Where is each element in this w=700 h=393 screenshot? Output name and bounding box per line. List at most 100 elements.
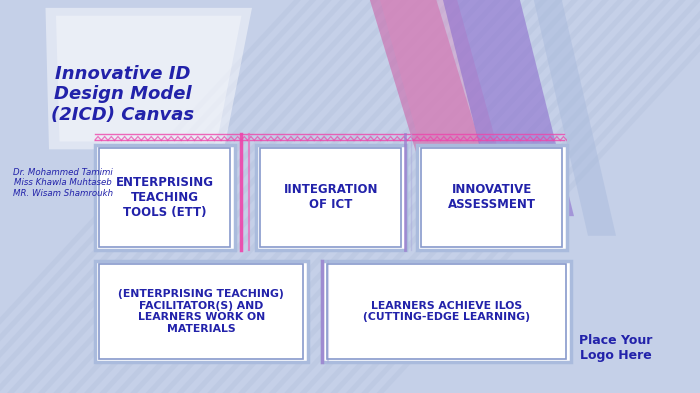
Polygon shape <box>461 136 468 141</box>
Polygon shape <box>38 0 409 393</box>
Polygon shape <box>269 0 640 393</box>
Text: IINTEGRATION
OF ICT: IINTEGRATION OF ICT <box>284 184 378 211</box>
Polygon shape <box>181 136 188 141</box>
Polygon shape <box>53 0 424 393</box>
FancyBboxPatch shape <box>94 145 234 250</box>
Text: Dr. Mohammed Tamimi
Miss Khawla Muhtaseb
MR. Wisam Shamroukh: Dr. Mohammed Tamimi Miss Khawla Muhtaseb… <box>13 168 113 198</box>
Polygon shape <box>274 136 281 141</box>
FancyBboxPatch shape <box>94 261 308 362</box>
Polygon shape <box>253 0 624 393</box>
Polygon shape <box>168 136 175 141</box>
Polygon shape <box>301 136 307 141</box>
Polygon shape <box>248 136 255 141</box>
Polygon shape <box>547 136 554 141</box>
Text: LEARNERS ACHIEVE ILOS
(CUTTING-EDGE LEARNING): LEARNERS ACHIEVE ILOS (CUTTING-EDGE LEAR… <box>363 301 530 322</box>
Polygon shape <box>0 0 301 393</box>
FancyBboxPatch shape <box>416 145 567 250</box>
Polygon shape <box>84 0 455 393</box>
Polygon shape <box>560 136 567 141</box>
Text: (ENTERPRISING TEACHING)
FACILITATOR(S) AND
LEARNERS WORK ON
MATERIALS: (ENTERPRISING TEACHING) FACILITATOR(S) A… <box>118 289 284 334</box>
Polygon shape <box>454 136 461 141</box>
Polygon shape <box>300 0 671 393</box>
Polygon shape <box>553 136 560 141</box>
Polygon shape <box>192 0 563 393</box>
Polygon shape <box>507 136 514 141</box>
Polygon shape <box>56 16 241 141</box>
Polygon shape <box>414 136 421 141</box>
Polygon shape <box>241 136 248 141</box>
Polygon shape <box>532 0 616 236</box>
Polygon shape <box>487 136 494 141</box>
Polygon shape <box>0 0 363 393</box>
Polygon shape <box>207 136 214 141</box>
Polygon shape <box>0 0 347 393</box>
Polygon shape <box>46 8 252 149</box>
Polygon shape <box>234 136 241 141</box>
Polygon shape <box>108 136 115 141</box>
Polygon shape <box>321 136 328 141</box>
Polygon shape <box>393 136 400 141</box>
Polygon shape <box>526 136 533 141</box>
Polygon shape <box>334 136 341 141</box>
Polygon shape <box>0 0 332 393</box>
Polygon shape <box>238 0 609 393</box>
Polygon shape <box>427 136 434 141</box>
Polygon shape <box>441 0 574 216</box>
Polygon shape <box>314 136 321 141</box>
Text: ENTERPRISING
TEACHING
TOOLS (ETT): ENTERPRISING TEACHING TOOLS (ETT) <box>116 176 214 219</box>
Polygon shape <box>201 136 208 141</box>
Polygon shape <box>102 136 108 141</box>
Polygon shape <box>514 136 521 141</box>
Polygon shape <box>387 136 394 141</box>
Polygon shape <box>328 136 335 141</box>
Polygon shape <box>228 136 234 141</box>
Polygon shape <box>346 0 700 393</box>
Polygon shape <box>22 0 393 393</box>
Polygon shape <box>141 136 148 141</box>
Polygon shape <box>0 0 316 393</box>
Polygon shape <box>188 136 195 141</box>
Polygon shape <box>315 0 686 393</box>
Text: Place Your
Logo Here: Place Your Logo Here <box>580 334 652 362</box>
Polygon shape <box>330 0 700 393</box>
Polygon shape <box>500 136 507 141</box>
Polygon shape <box>99 0 470 393</box>
Polygon shape <box>94 136 101 141</box>
Text: Innovative ID
Design Model
(2ICD) Canvas: Innovative ID Design Model (2ICD) Canvas <box>51 64 194 124</box>
Polygon shape <box>260 136 267 141</box>
FancyBboxPatch shape <box>322 261 570 362</box>
Polygon shape <box>154 136 161 141</box>
Polygon shape <box>214 136 221 141</box>
Polygon shape <box>69 0 440 393</box>
Polygon shape <box>287 136 294 141</box>
Polygon shape <box>494 136 500 141</box>
Polygon shape <box>540 136 547 141</box>
Polygon shape <box>194 136 202 141</box>
Polygon shape <box>520 136 527 141</box>
Polygon shape <box>447 136 454 141</box>
Polygon shape <box>223 0 594 393</box>
Polygon shape <box>433 136 441 141</box>
Polygon shape <box>440 136 447 141</box>
Polygon shape <box>360 136 368 141</box>
Polygon shape <box>420 136 427 141</box>
Polygon shape <box>221 136 228 141</box>
Polygon shape <box>480 136 487 141</box>
Polygon shape <box>121 136 128 141</box>
Polygon shape <box>267 136 274 141</box>
Polygon shape <box>377 0 700 393</box>
Polygon shape <box>148 136 155 141</box>
Polygon shape <box>161 136 168 141</box>
Polygon shape <box>341 136 347 141</box>
Polygon shape <box>354 136 361 141</box>
Polygon shape <box>374 136 381 141</box>
Polygon shape <box>378 0 511 196</box>
Polygon shape <box>134 136 141 141</box>
Polygon shape <box>533 136 540 141</box>
Polygon shape <box>381 136 388 141</box>
Polygon shape <box>146 0 517 393</box>
Polygon shape <box>7 0 378 393</box>
Polygon shape <box>467 136 474 141</box>
Polygon shape <box>367 136 374 141</box>
Polygon shape <box>281 136 288 141</box>
